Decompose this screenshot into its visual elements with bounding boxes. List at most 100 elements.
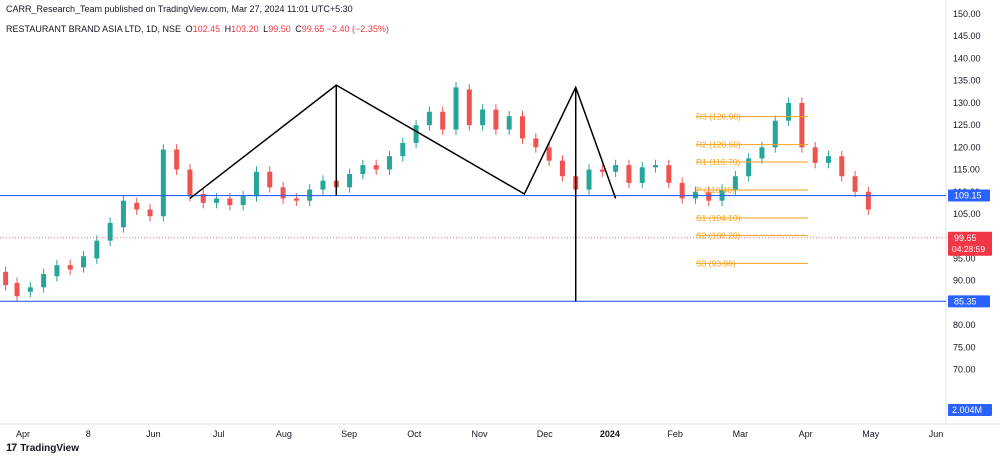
countdown-label: 04:28:59 — [952, 244, 985, 254]
y-tick-label: 75.00 — [953, 342, 976, 352]
y-tick-label: 115.00 — [953, 165, 980, 175]
candle-body — [772, 120, 778, 148]
x-tick-label: Oct — [407, 429, 422, 439]
candle-body — [200, 194, 206, 203]
candle-body — [400, 142, 406, 157]
y-tick-label: 150.00 — [953, 9, 981, 19]
candle-body — [81, 256, 87, 268]
current-price-label: 99.65 — [954, 233, 977, 243]
candle-body — [732, 176, 738, 190]
target-badge-label: 85.35 — [954, 296, 977, 306]
y-tick-label: 80.00 — [953, 320, 976, 330]
candle-body — [786, 102, 792, 121]
candle-body — [107, 222, 113, 241]
candle-body — [746, 158, 752, 177]
x-tick-label: Nov — [471, 429, 488, 439]
candle-body — [865, 191, 871, 210]
candle-body — [347, 174, 353, 188]
tradingview-logo[interactable]: 17 TradingView — [6, 442, 79, 454]
candle-body — [94, 240, 100, 259]
y-tick-label: 125.00 — [953, 120, 981, 130]
candle-body — [706, 191, 712, 201]
candle-body — [546, 147, 552, 161]
open-value: 102.45 — [192, 24, 221, 34]
resistance-badge-label: 109.15 — [954, 191, 982, 201]
candle-body — [174, 149, 180, 170]
high-label: H — [224, 24, 232, 34]
pivot-label: S3 (93.90) — [696, 258, 736, 268]
x-tick-label: Mar — [733, 429, 749, 439]
candle-body — [812, 147, 818, 163]
candle-body — [839, 156, 845, 177]
x-tick-label: Jul — [213, 429, 225, 439]
candle-body — [54, 265, 60, 277]
candle-body — [67, 265, 73, 270]
candle-body — [852, 176, 858, 192]
y-tick-label: 130.00 — [953, 98, 981, 108]
candle-body — [453, 87, 459, 130]
x-tick-label: 8 — [86, 429, 91, 439]
low-label: L — [263, 24, 269, 34]
pivot-label: S1 (104.10) — [696, 213, 741, 223]
y-tick-label: 140.00 — [953, 53, 981, 63]
candle-body — [679, 182, 685, 199]
low-value: 99.50 — [268, 24, 291, 34]
x-tick-label: Apr — [16, 429, 30, 439]
pivot-label: S2 (100.20) — [696, 230, 741, 240]
x-tick-label: Feb — [667, 429, 683, 439]
current-price-badge — [948, 231, 992, 256]
candle-body — [386, 156, 392, 170]
y-tick-label: 70.00 — [953, 365, 976, 375]
candle-body — [267, 171, 273, 188]
candle-body — [240, 196, 246, 206]
x-tick-label: Dec — [537, 429, 554, 439]
candle-body — [426, 111, 432, 126]
candle-body — [14, 282, 20, 297]
candle-body — [493, 109, 499, 130]
candle-body — [41, 274, 47, 288]
candle-body — [160, 149, 166, 217]
candle-body — [466, 89, 472, 126]
x-tick-label: Jun — [146, 429, 161, 439]
volume-badge-label: 2.004M — [952, 405, 982, 415]
y-tick-label: 95.00 — [953, 253, 976, 263]
candle-body — [626, 165, 632, 183]
tradingview-logo-text: TradingView — [20, 442, 79, 454]
candle-body — [825, 156, 831, 163]
candle-body — [227, 198, 233, 206]
x-tick-label: May — [862, 429, 880, 439]
candle-body — [120, 200, 126, 228]
resistance-badge — [948, 189, 990, 202]
x-tick-label: Apr — [799, 429, 813, 439]
candle-body — [187, 169, 193, 197]
pivot-label: R1 (116.70) — [696, 157, 740, 167]
close-value: 99.65 — [301, 24, 325, 34]
candle-body — [599, 169, 605, 172]
y-tick-label: 90.00 — [953, 276, 976, 286]
candle-body — [666, 165, 672, 183]
y-tick-label: 105.00 — [953, 209, 981, 219]
target-badge — [948, 295, 990, 308]
candle-body — [440, 111, 446, 130]
y-tick-label: 120.00 — [953, 142, 981, 152]
candle-body — [533, 138, 539, 148]
candle-body — [520, 116, 526, 139]
candle-body — [413, 125, 419, 143]
x-tick-label: Sep — [341, 429, 357, 439]
candle-body — [360, 165, 366, 174]
publisher-line: CARR_Research_Team published on TradingV… — [6, 4, 353, 14]
candle-body — [134, 202, 140, 210]
candle-body — [320, 180, 326, 190]
candle-body — [586, 169, 592, 190]
y-tick-label: 145.00 — [953, 31, 981, 41]
candle-body — [253, 171, 259, 197]
tradingview-logo-icon: 17 — [6, 442, 17, 454]
candle-body — [293, 198, 299, 201]
candle-body — [559, 160, 565, 177]
candle-body — [653, 165, 659, 168]
candle-body — [373, 165, 379, 170]
open-label: O — [185, 24, 193, 34]
x-tick-label: Jun — [929, 429, 944, 439]
candle-body — [480, 109, 486, 126]
